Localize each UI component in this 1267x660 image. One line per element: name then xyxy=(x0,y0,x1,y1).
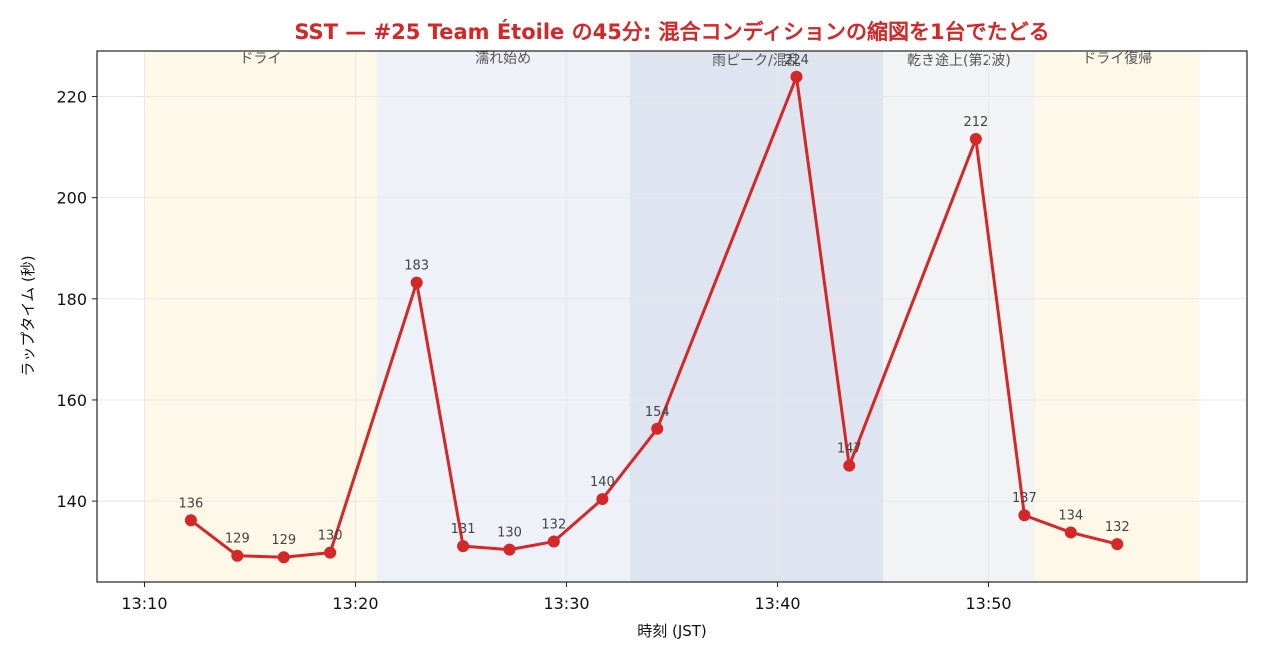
data-point xyxy=(1111,538,1124,551)
x-tick-label: 13:10 xyxy=(121,594,167,613)
series-line xyxy=(189,75,1119,559)
data-point xyxy=(324,546,337,559)
y-tick-label: 140 xyxy=(56,492,87,511)
phase-label-0: ドライ xyxy=(240,51,282,67)
phase-label-1: 濡れ始め xyxy=(475,51,531,67)
plot-frame xyxy=(96,50,1248,583)
data-label: 183 xyxy=(404,259,429,274)
phase-label-3: 乾き途上(第2波) xyxy=(907,52,1011,69)
x-tick-label: 13:40 xyxy=(754,594,800,613)
y-tick-label: 160 xyxy=(56,391,87,410)
series-lap-times xyxy=(184,70,1124,564)
data-label: 130 xyxy=(497,526,522,541)
data-point xyxy=(651,422,664,435)
data-point xyxy=(1064,526,1077,539)
phase-band-2 xyxy=(629,51,884,582)
data-point xyxy=(596,493,609,506)
data-point xyxy=(231,549,244,562)
data-point xyxy=(969,132,982,145)
y-axis: 140 160 180 200 220 xyxy=(56,88,97,511)
data-point xyxy=(503,543,516,556)
data-point xyxy=(184,514,197,527)
data-label: 136 xyxy=(178,496,203,511)
phase-band-1 xyxy=(376,51,630,582)
y-tick-label: 200 xyxy=(56,189,87,208)
data-label: 140 xyxy=(590,475,615,490)
phase-band-0 xyxy=(144,51,377,582)
data-point xyxy=(410,276,423,289)
phase-band-4 xyxy=(1034,51,1200,582)
phase-label-2: 雨ピーク/混乱 xyxy=(712,53,801,69)
data-label: 132 xyxy=(541,518,566,533)
x-tick-label: 13:30 xyxy=(543,594,589,613)
data-label: 137 xyxy=(1012,491,1037,506)
data-label: 131 xyxy=(451,522,476,537)
phase-label-4: ドライ復帰 xyxy=(1082,50,1152,67)
x-axis: 13:10 13:20 13:30 13:40 13:50 xyxy=(121,582,1012,613)
data-label: 129 xyxy=(225,532,250,547)
data-point xyxy=(457,540,470,553)
x-tick-label: 13:50 xyxy=(965,594,1011,613)
data-point xyxy=(843,459,856,472)
x-tick-label: 13:20 xyxy=(332,594,378,613)
x-axis-label: 時刻 (JST) xyxy=(637,622,707,640)
grid-lines xyxy=(97,51,1247,582)
data-label: 132 xyxy=(1105,520,1130,535)
y-tick-label: 180 xyxy=(56,290,87,309)
data-label: 147 xyxy=(837,442,862,457)
data-point xyxy=(547,535,560,548)
chart-title: SST — #25 Team Étoile の45分: 混合コンディションの縮図… xyxy=(294,19,1049,44)
data-point xyxy=(277,551,290,564)
data-label: 154 xyxy=(645,405,670,420)
data-label: 130 xyxy=(318,529,343,544)
data-point xyxy=(790,70,803,83)
y-tick-label: 220 xyxy=(56,88,87,107)
phase-bands: ドライ 濡れ始め 雨ピーク/混乱 乾き途上(第2波) ドライ復帰 xyxy=(144,50,1200,582)
y-axis-label: ラップタイム (秒) xyxy=(19,255,37,376)
data-label: 129 xyxy=(271,533,296,548)
data-label: 224 xyxy=(784,53,809,68)
data-point xyxy=(1018,509,1031,522)
data-label: 134 xyxy=(1058,508,1083,523)
data-label: 212 xyxy=(963,115,988,130)
data-labels: 136 129 129 130 183 131 130 132 140 154 224 147 212 1… xyxy=(178,53,1129,548)
